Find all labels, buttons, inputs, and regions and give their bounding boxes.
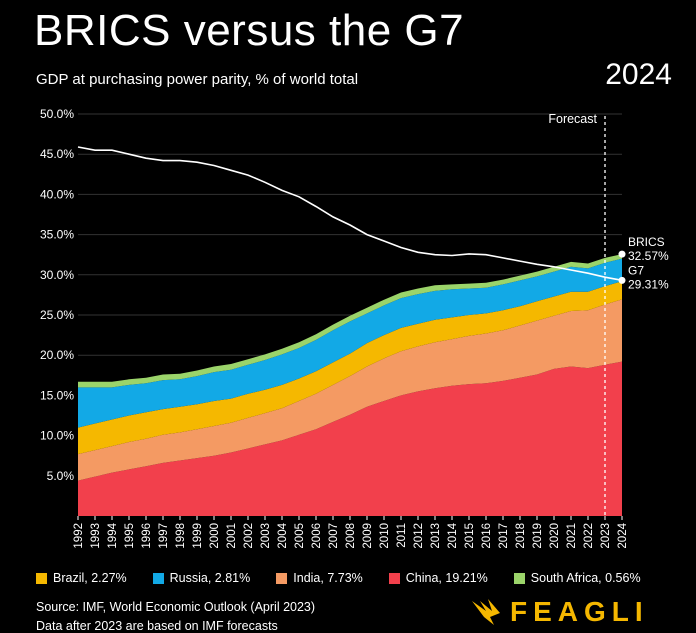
x-tick-label: 1998 [175,523,187,549]
brand-logo: FEAGLI [470,596,649,628]
g7-end-label: G7 [628,263,644,277]
legend-item-south-africa: South Africa, 0.56% [513,571,641,585]
x-tick-label: 1994 [107,522,119,548]
x-tick-label: 2014 [447,522,459,548]
area-series-1 [78,299,622,481]
legend-label-china: China, 19.21% [405,571,488,585]
x-tick-label: 2020 [549,523,561,549]
logo-text: FEAGLI [510,596,649,627]
y-tick-label: 50.0% [40,107,74,121]
x-tick-label: 2024 [617,522,629,548]
x-tick-label: 2001 [226,523,238,549]
x-tick-label: 2017 [498,523,510,549]
chart-title: BRICS versus the G7 [34,6,465,55]
legend-swatch-india [276,572,288,584]
brics-end-marker [618,250,626,258]
x-tick-label: 2019 [532,523,544,549]
brics-end-label: BRICS [628,235,665,249]
x-tick-label: 2012 [413,523,425,549]
axes: 5.0% 10.0% 15.0% 20.0% 25.0% 30.0% 35.0% 40.0% 4… [40,107,629,549]
legend-swatch-china [388,572,400,584]
legend: Brazil, 2.27% Russia, 2.81% India, 7.73%… [36,571,667,585]
line-series [77,146,623,282]
legend-item-china: China, 19.21% [388,571,488,585]
x-tick-label: 2011 [396,523,408,548]
x-tick-label: 1993 [90,523,102,549]
x-tick-label: 2004 [277,522,289,548]
year-label: 2024 [605,58,672,91]
x-tick-label: 2010 [379,523,391,549]
x-tick-label: 2009 [362,523,374,549]
x-tick-label: 2006 [311,523,323,549]
x-tick-label: 2013 [430,523,442,549]
y-tick-label: 30.0% [40,268,74,282]
g7-end-value: 29.31% [628,277,669,291]
legend-label-south-africa: South Africa, 0.56% [530,571,641,585]
x-tick-label: 2008 [345,523,357,549]
y-tick-label: 5.0% [47,469,75,483]
x-tick-label: 2022 [583,523,595,549]
x-tick-label: 2016 [481,523,493,549]
y-tick-label: 45.0% [40,147,74,161]
y-tick-label: 40.0% [40,187,74,201]
area-series-2 [78,281,622,455]
legend-item-russia: Russia, 2.81% [152,571,251,585]
y-tick-label: 25.0% [40,308,74,322]
legend-label-india: India, 7.73% [293,571,363,585]
x-tick-label: 2015 [464,523,476,549]
legend-item-india: India, 7.73% [276,571,363,585]
chart-subtitle: GDP at purchasing power parity, % of wor… [36,71,359,88]
y-tick-label: 15.0% [40,388,74,402]
stacked-areas [78,254,622,516]
brics-end-value: 32.57% [628,249,669,263]
x-tick-label: 1997 [158,523,170,549]
area-series-3 [78,258,622,428]
x-tick-label: 2000 [209,523,221,549]
y-tick-label: 10.0% [40,429,74,443]
legend-swatch-russia [152,572,164,584]
y-tick-label: 20.0% [40,348,74,362]
legend-label-brazil: Brazil, 2.27% [53,571,127,585]
g7-end-marker [618,276,626,284]
x-tick-label: 2003 [260,523,272,549]
x-tick-label: 2002 [243,523,255,549]
chart-area: 5.0% 10.0% 15.0% 20.0% 25.0% 30.0% 35.0% 40.0% 4… [40,107,669,549]
x-tick-label: 1999 [192,523,204,549]
area-series-4 [78,254,622,388]
x-tick-label: 1996 [141,523,153,549]
x-tick-label: 1992 [73,523,85,549]
x-tick-label: 1995 [124,523,136,549]
forecast-label: Forecast [548,112,597,126]
eagle-icon [472,599,500,625]
y-tick-label: 35.0% [40,228,74,242]
x-tick-label: 2023 [600,523,612,549]
x-tick-label: 2018 [515,523,527,549]
legend-swatch-brazil [36,572,47,584]
legend-swatch-south-africa [513,572,525,584]
legend-label-russia: Russia, 2.81% [169,571,251,585]
x-tick-label: 2007 [328,523,340,549]
legend-item-brazil: Brazil, 2.27% [36,571,127,585]
forecast-note: Data after 2023 are based on IMF forecas… [36,619,278,633]
x-tick-label: 2005 [294,523,306,549]
area-series-0 [78,361,622,516]
x-tick-label: 2021 [566,523,578,549]
source-note: Source: IMF, World Economic Outlook (Apr… [36,600,316,614]
line-series-g7 [77,146,623,282]
